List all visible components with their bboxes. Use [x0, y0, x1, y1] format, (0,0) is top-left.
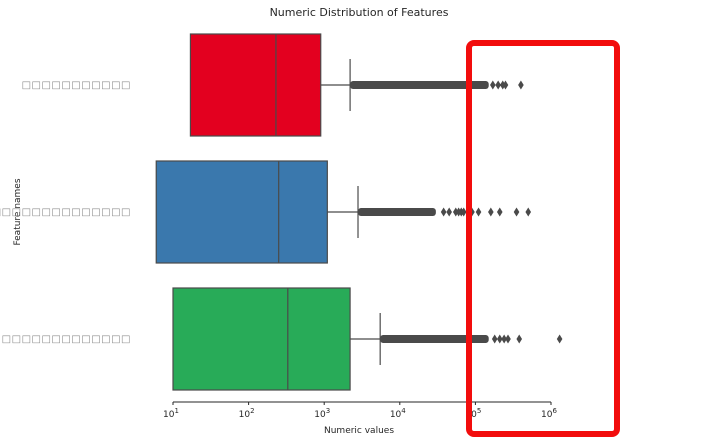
category-label-1: □□□□□□□□□□□□□□ [0, 207, 131, 218]
outlier-1-1 [446, 207, 452, 217]
outlier-1-12 [525, 207, 532, 217]
outlier-0-0 [490, 80, 496, 90]
box-2 [172, 287, 351, 391]
outlier-2-3 [505, 334, 511, 344]
x-tick-exp-4: 4 [401, 407, 406, 415]
outlier-1-9 [488, 207, 494, 217]
outlier-1-11 [513, 207, 520, 217]
outlier-2-4 [516, 334, 523, 344]
outlier-band-1 [358, 208, 436, 216]
x-tick-label-6: 106 [541, 407, 557, 420]
outlier-1-0 [440, 207, 447, 217]
x-tick-label-4: 104 [390, 407, 406, 420]
outlier-band-0 [350, 81, 489, 89]
highlight-box [466, 40, 620, 437]
outlier-band-2 [380, 335, 489, 343]
x-tick-base-6: 10 [541, 410, 553, 420]
x-tick-base-1: 10 [163, 410, 175, 420]
x-tick-exp-3: 3 [326, 407, 330, 415]
box-0 [189, 33, 322, 137]
outlier-2-1 [496, 334, 503, 344]
outlier-1-10 [496, 207, 503, 217]
x-tick-exp-6: 6 [552, 407, 557, 415]
x-tick-label-1: 101 [163, 407, 179, 420]
outlier-0-4 [518, 80, 524, 90]
x-tick-base-2: 10 [239, 410, 251, 420]
box-1 [155, 160, 328, 264]
outlier-2-2 [501, 334, 507, 344]
outlier-1-5 [460, 207, 467, 217]
outlier-1-8 [475, 207, 482, 217]
x-tick-label-3: 103 [314, 407, 330, 420]
x-tick-exp-2: 2 [250, 407, 254, 415]
x-tick-exp-5: 5 [477, 407, 481, 415]
outlier-0-3 [502, 80, 509, 90]
box-group-1 [155, 160, 532, 264]
outlier-2-5 [556, 334, 563, 344]
category-label-0: □□□□□□□□□□□ [22, 80, 131, 91]
x-tick-base-3: 10 [314, 410, 326, 420]
x-tick-base-4: 10 [390, 410, 402, 420]
box-group-0 [189, 33, 524, 137]
chart-title: Numeric Distribution of Features [270, 6, 449, 19]
x-tick-exp-1: 1 [174, 407, 178, 415]
outlier-2-0 [491, 334, 498, 344]
outlier-0-1 [495, 80, 501, 90]
x-axis-label: Numeric values [324, 426, 394, 436]
outlier-1-2 [452, 207, 459, 217]
x-tick-label-2: 102 [239, 407, 255, 420]
category-label-2: □□□□□□□□□□□□□ [2, 334, 131, 345]
box-group-2 [172, 287, 563, 391]
y-axis-label: Feature names [13, 178, 23, 245]
